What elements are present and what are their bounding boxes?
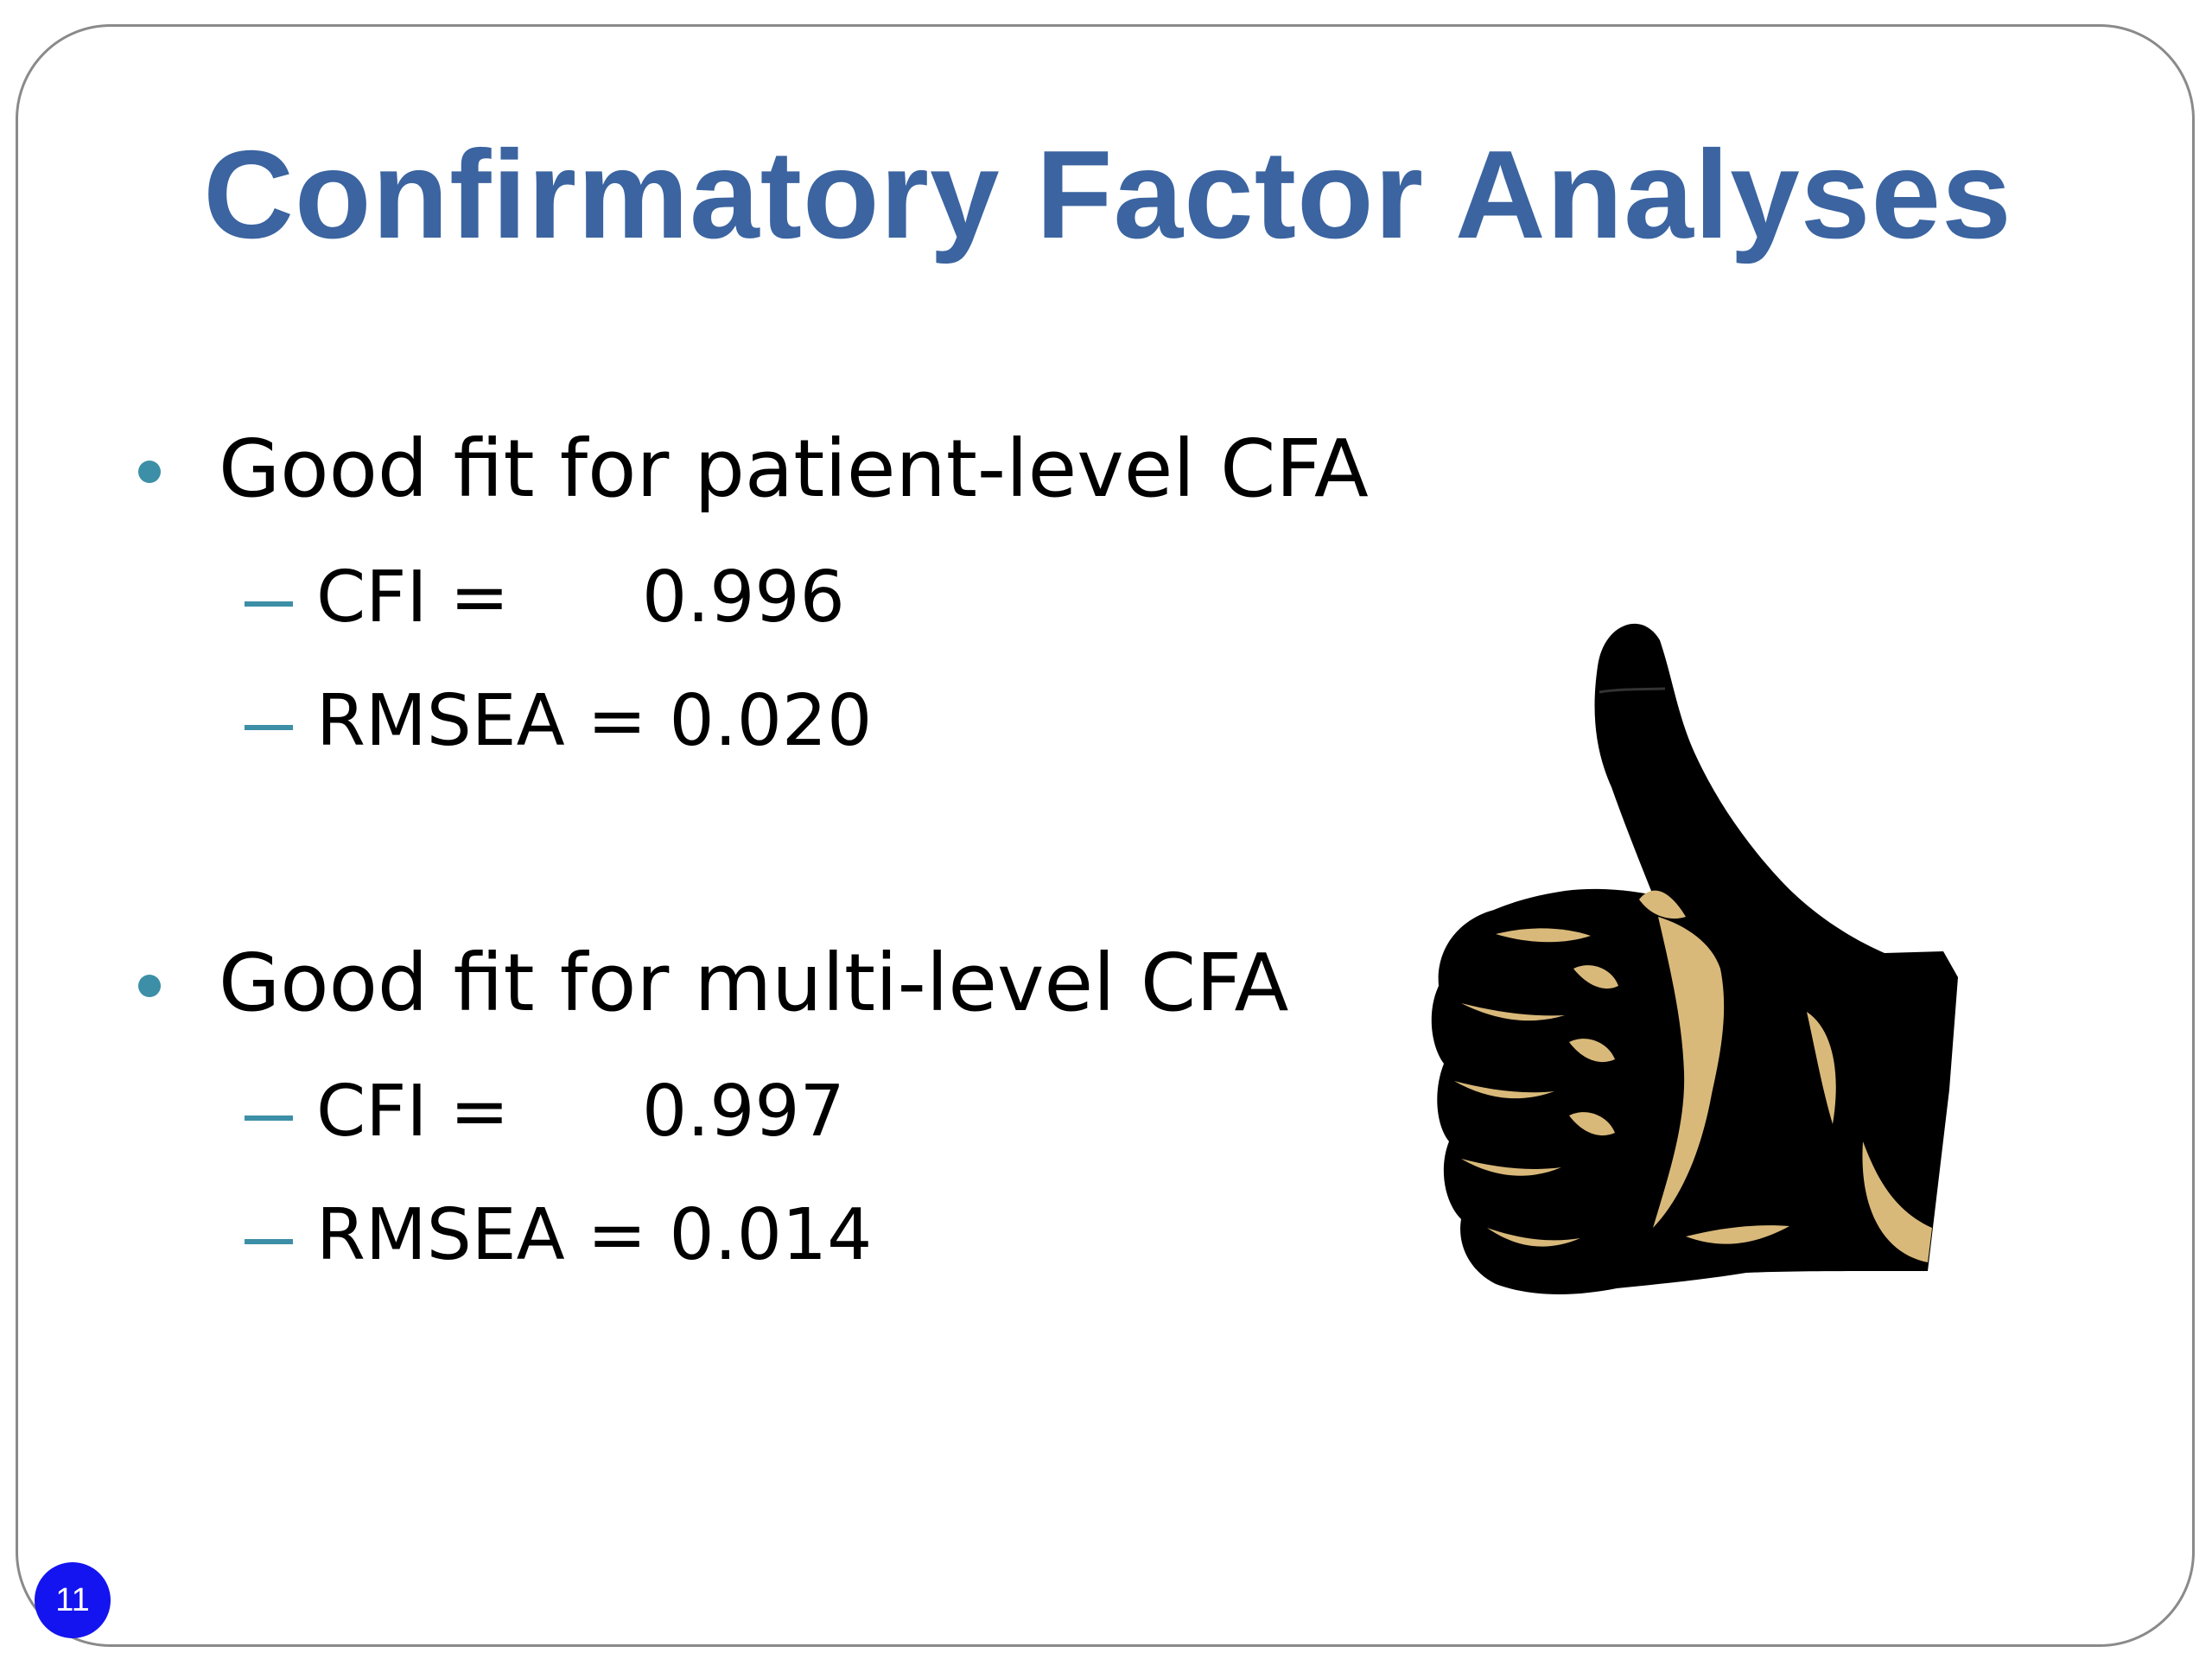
sub-bullet-dash	[245, 1239, 293, 1244]
sub-bullet-dash	[245, 725, 293, 730]
cfi-value-multi: 0.997	[642, 1071, 845, 1153]
rmsea-patient: RMSEA = 0.020	[316, 680, 873, 762]
page-number-badge: 11	[35, 1562, 111, 1638]
slide-title: Confirmatory Factor Analyses	[203, 124, 2012, 264]
bullet-marker	[138, 461, 161, 483]
cfi-value-patient: 0.996	[642, 556, 845, 639]
bullet-multi-level: Good fit for multi-level CFA	[219, 937, 1289, 1029]
bullet-patient-level: Good fit for patient-level CFA	[219, 423, 1369, 515]
sub-bullet-dash	[245, 601, 293, 607]
slide: Confirmatory Factor Analyses Good fit fo…	[16, 24, 2195, 1647]
cfi-label-patient: CFI =	[316, 556, 510, 639]
bullet-marker	[138, 975, 161, 997]
rmsea-multi: RMSEA = 0.014	[316, 1194, 873, 1276]
thumbs-up-icon	[1431, 623, 1958, 1294]
sub-bullet-dash	[245, 1116, 293, 1121]
cfi-label-multi: CFI =	[316, 1071, 510, 1153]
